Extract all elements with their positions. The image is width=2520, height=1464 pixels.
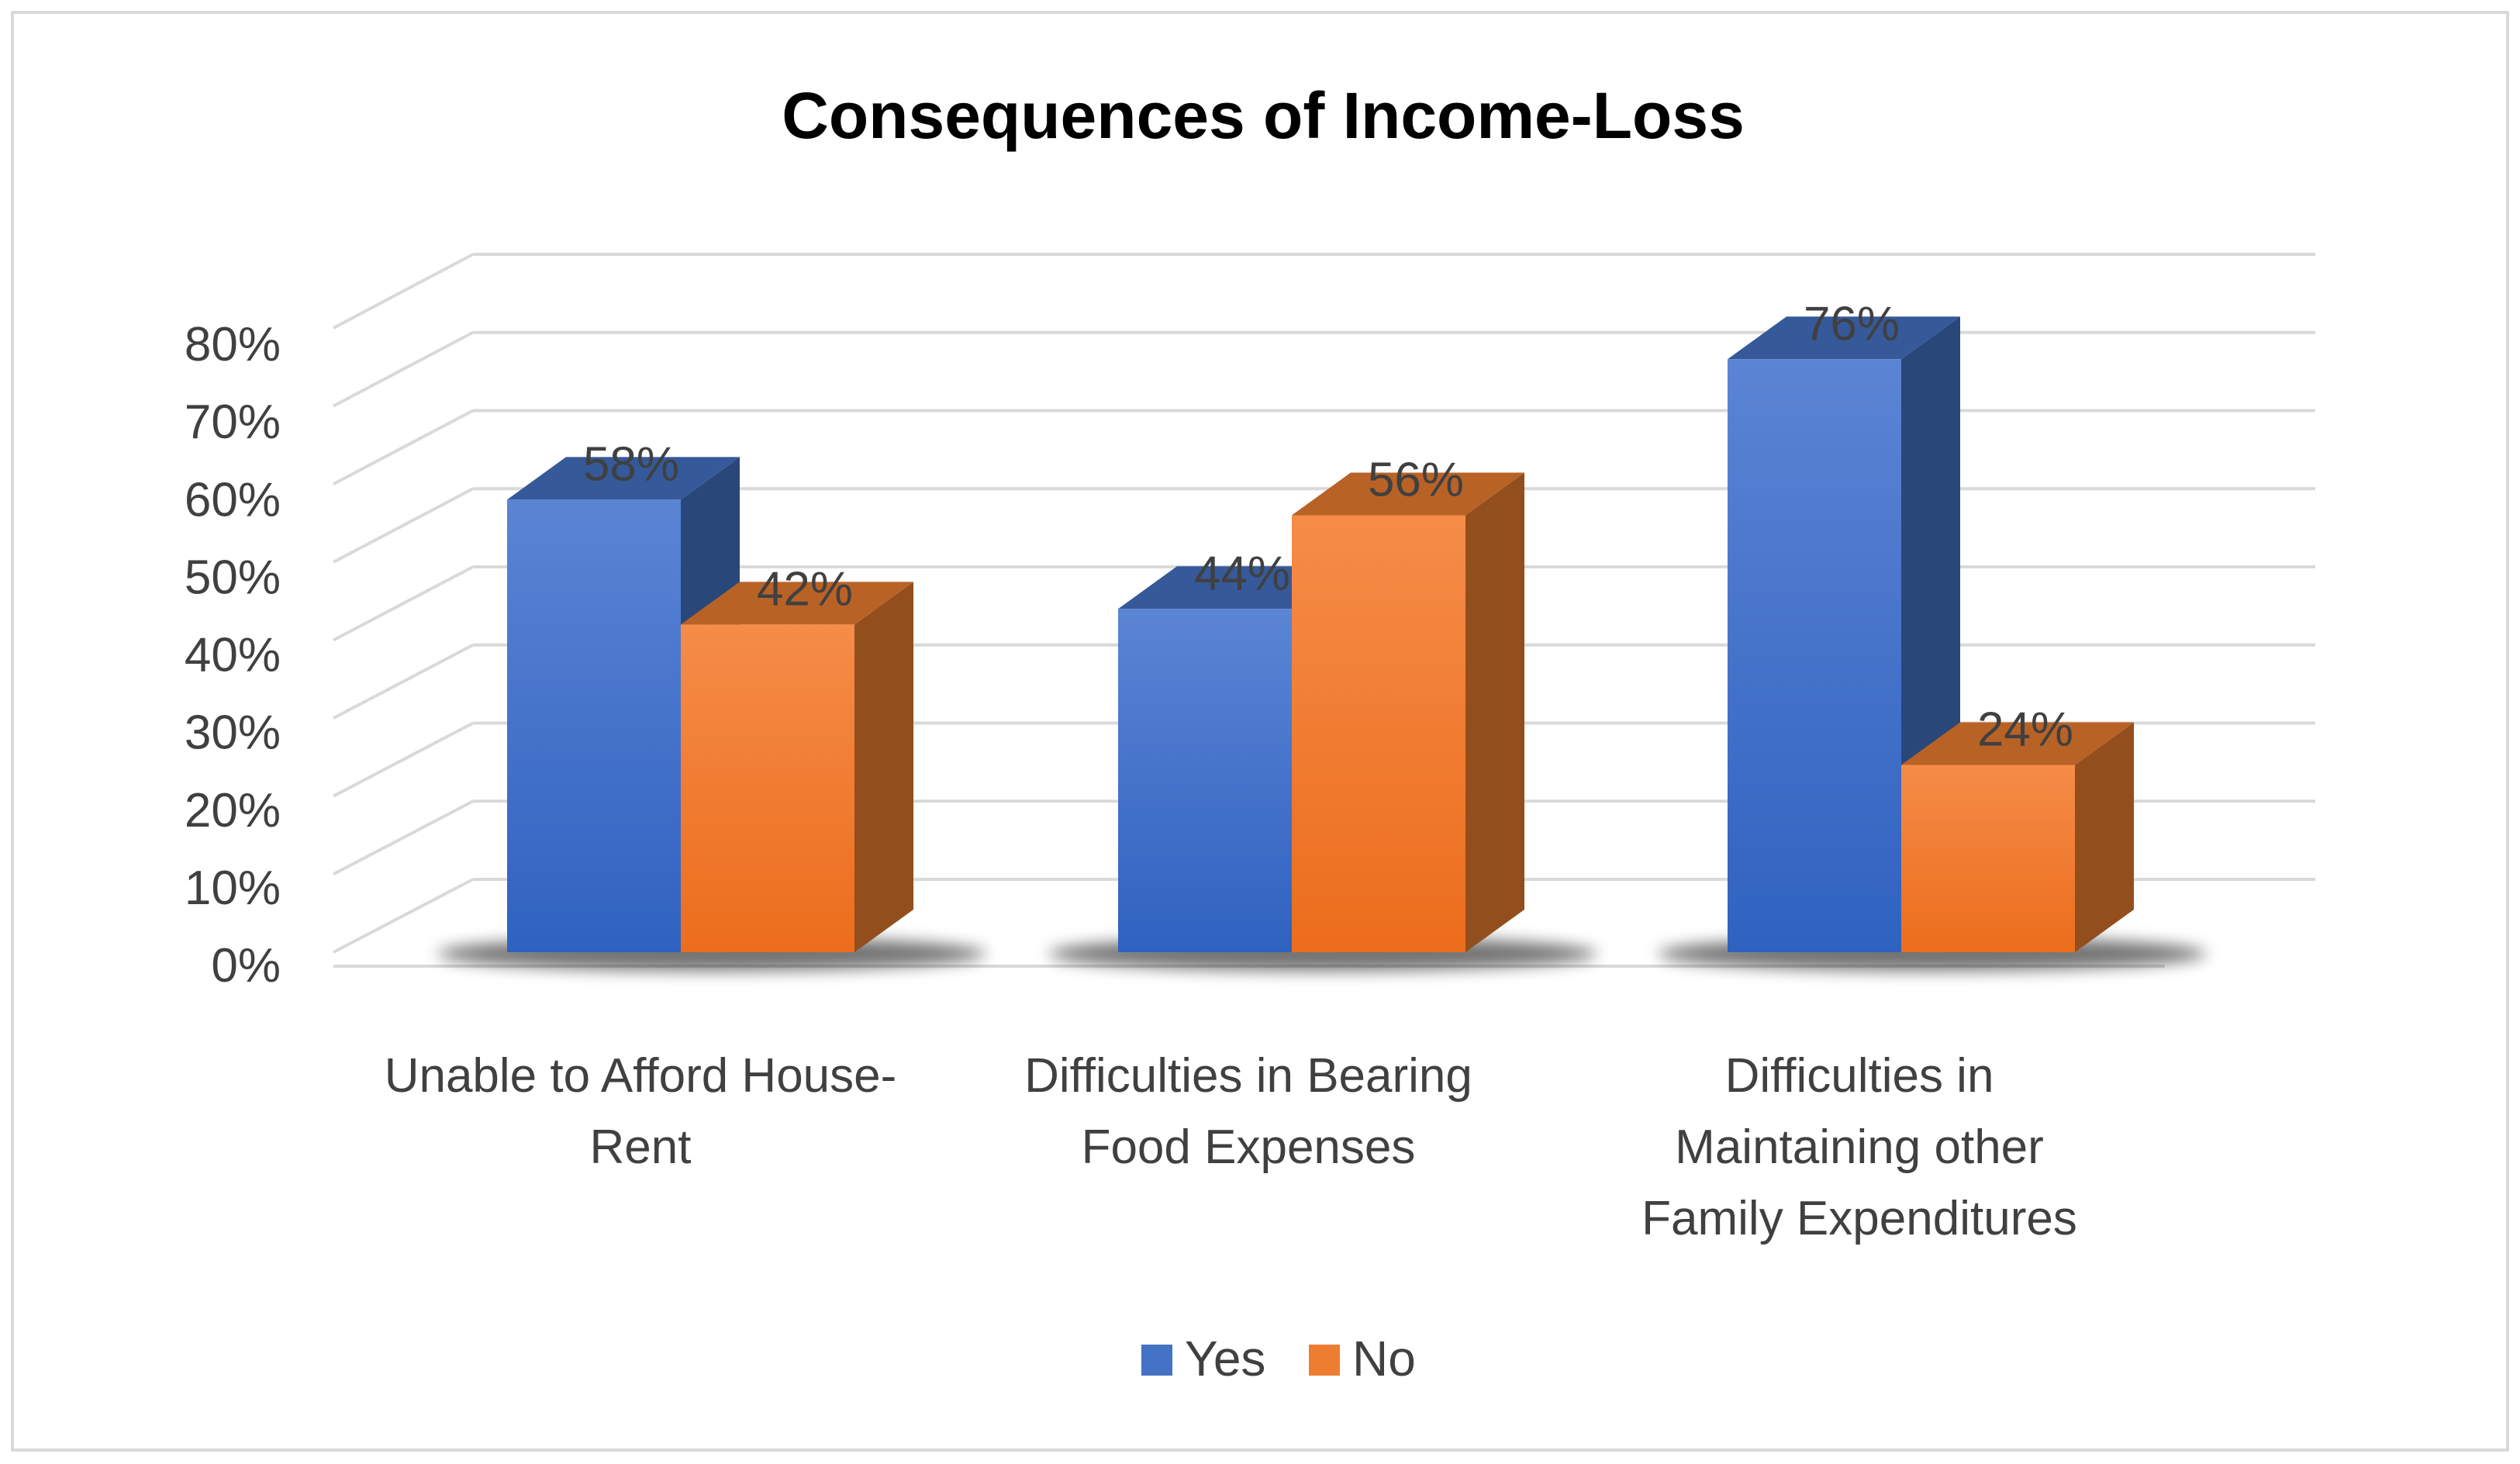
y-tick-label: 20% [185,784,281,837]
data-label: 44% [1194,547,1290,600]
data-label: 76% [1804,297,1900,350]
bar-side [1465,472,1524,952]
bars [437,316,2207,971]
bar-no [1901,722,2134,952]
y-tick-label: 60% [185,473,281,527]
y-tick-label: 50% [185,551,281,604]
bar-no [681,582,913,952]
bar-side [854,582,913,952]
gridline-side [333,253,474,330]
y-tick-label: 30% [185,706,281,760]
chart-svg: Consequences of Income-Loss 0% 10% 20% 30% 4… [185,79,2315,1386]
data-label: 56% [1368,454,1464,507]
gridline-side [333,643,474,720]
gridline-side [333,721,474,798]
y-tick-label: 70% [185,395,281,449]
legend-label: No [1352,1331,1416,1386]
x-category-label: Unable to Afford House- Rent [385,1049,897,1174]
bar-top [1728,316,1960,360]
bar-top [681,582,913,625]
chart-area: Consequences of Income-Loss 0% 10% 20% 30% 4… [11,11,2509,1452]
x-category-line: Family Expenditures [1641,1192,2077,1245]
x-category-line: Difficulties in Bearing [1024,1049,1472,1103]
data-labels: 58% 42% 44% 56% 76% 24% [583,297,2073,756]
x-category-line: Maintaining other [1675,1120,2044,1174]
x-category-line: Difficulties in [1725,1049,1994,1103]
legend: Yes No [1141,1331,1416,1386]
gridline-side [333,565,474,642]
bar-top [1292,472,1524,516]
gridline-side [333,330,474,408]
legend-swatch [1141,1345,1172,1376]
y-tick-label: 10% [185,861,281,915]
bar-front [1728,359,1901,952]
gridline-side [333,487,474,564]
bar-no [1292,472,1524,952]
data-label: 24% [1977,703,2073,757]
bar-side [2075,722,2134,952]
legend-item-yes: Yes [1141,1331,1265,1386]
y-tick-label: 40% [185,629,281,682]
x-category-line: Rent [590,1120,692,1174]
legend-label: Yes [1185,1331,1265,1386]
y-axis-ticks: 0% 10% 20% 30% 40% 50% 60% 70% 80% [185,318,281,993]
legend-item-no: No [1309,1331,1416,1386]
x-category-label: Difficulties in Bearing Food Expenses [1024,1049,1472,1174]
bar-front [507,499,681,952]
data-label: 42% [757,562,853,616]
y-tick-label: 80% [185,318,281,371]
x-category-line: Unable to Afford House- [385,1049,897,1103]
x-category-label: Difficulties in Maintaining other Family E… [1641,1049,2077,1245]
bar-top [507,457,740,500]
bar-top [1901,722,2134,765]
bar-front [1292,515,1465,952]
data-label: 58% [583,437,679,491]
gridline-side [333,878,474,954]
gridline-side [333,409,474,486]
bar-front [1901,765,2075,952]
bar-front [681,624,854,952]
bar-front [1118,609,1292,952]
x-category-line: Food Expenses [1082,1120,1416,1174]
y-tick-label: 0% [211,939,281,993]
gridline-side [333,799,474,876]
chart-title: Consequences of Income-Loss [782,79,1745,152]
legend-swatch [1309,1345,1340,1376]
x-axis-categories: Unable to Afford House- Rent Difficulties … [385,1049,2077,1245]
